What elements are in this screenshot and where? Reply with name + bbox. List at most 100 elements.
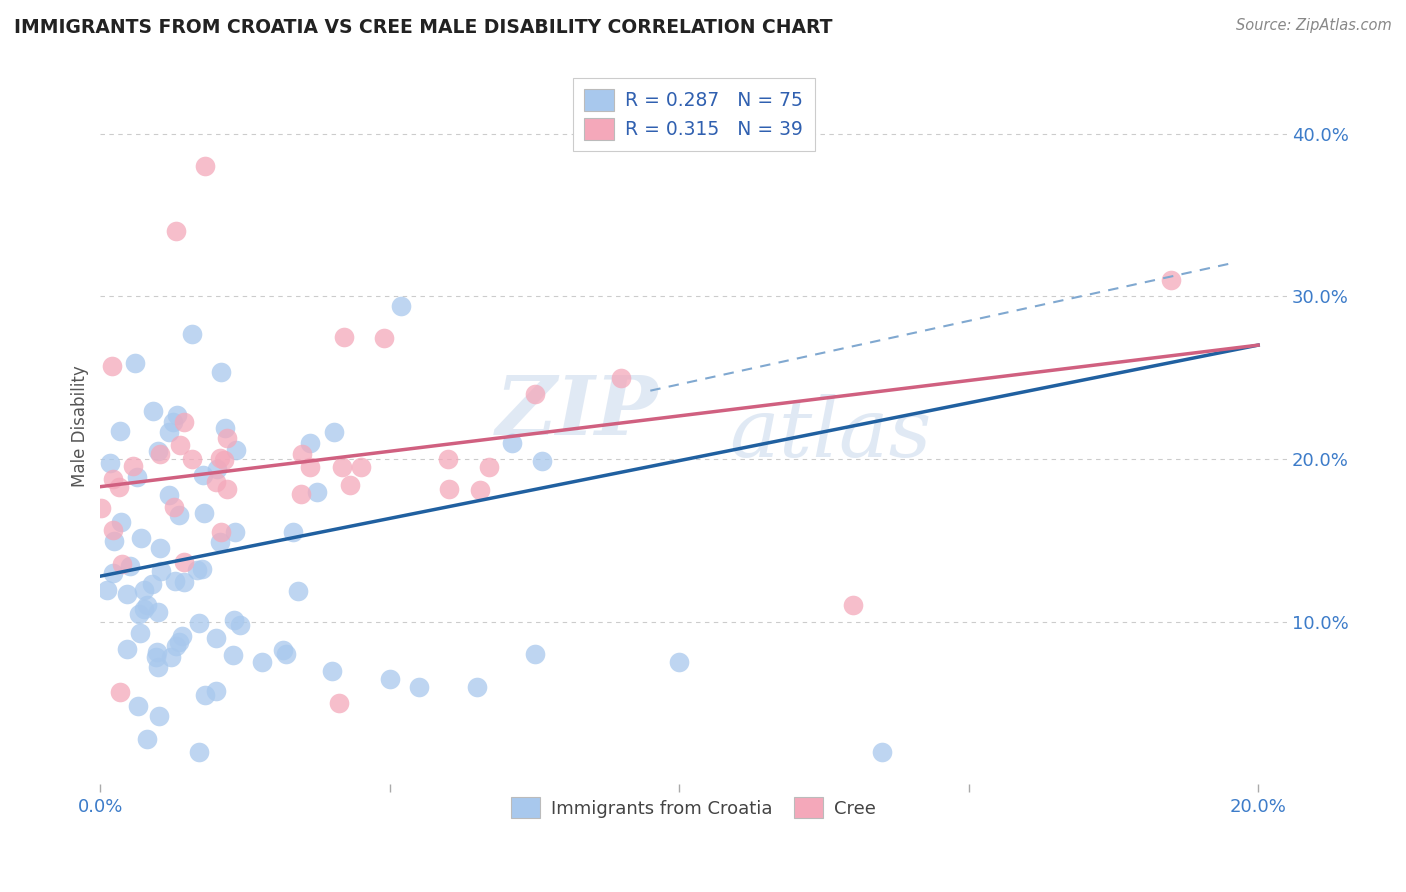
Point — [173, 575, 195, 590]
Point — [103, 472, 125, 486]
Point — [290, 487, 312, 501]
Point — [668, 656, 690, 670]
Point — [103, 533, 125, 548]
Point — [287, 584, 309, 599]
Point — [291, 447, 314, 461]
Text: ZIP: ZIP — [495, 372, 658, 452]
Point — [149, 447, 172, 461]
Point — [166, 408, 188, 422]
Point — [162, 415, 184, 429]
Point — [252, 656, 274, 670]
Point — [501, 436, 523, 450]
Point — [146, 444, 169, 458]
Point — [132, 583, 155, 598]
Point — [322, 425, 344, 439]
Point — [307, 484, 329, 499]
Point — [333, 330, 356, 344]
Point — [470, 483, 492, 497]
Point — [160, 650, 183, 665]
Point — [157, 488, 180, 502]
Point — [215, 482, 238, 496]
Point — [169, 438, 191, 452]
Point — [205, 631, 228, 645]
Point — [180, 452, 202, 467]
Point — [127, 699, 149, 714]
Point — [122, 459, 145, 474]
Point — [530, 453, 553, 467]
Point — [169, 508, 191, 523]
Point — [186, 563, 208, 577]
Point — [842, 599, 865, 613]
Point — [165, 639, 187, 653]
Point — [120, 558, 142, 573]
Point — [181, 326, 204, 341]
Point — [148, 708, 170, 723]
Point — [205, 475, 228, 489]
Point — [212, 453, 235, 467]
Point — [136, 598, 159, 612]
Point — [110, 425, 132, 439]
Point — [101, 523, 124, 537]
Legend: Immigrants from Croatia, Cree: Immigrants from Croatia, Cree — [505, 790, 883, 825]
Y-axis label: Male Disability: Male Disability — [72, 366, 89, 487]
Point — [1160, 273, 1182, 287]
Point — [222, 648, 245, 662]
Point — [90, 501, 112, 516]
Point — [169, 635, 191, 649]
Point — [222, 614, 245, 628]
Point — [141, 576, 163, 591]
Point — [188, 616, 211, 631]
Point — [110, 515, 132, 529]
Point — [465, 680, 488, 694]
Point — [274, 647, 297, 661]
Point — [328, 696, 350, 710]
Text: atlas: atlas — [730, 393, 932, 474]
Point — [129, 626, 152, 640]
Point — [191, 562, 214, 576]
Point — [523, 647, 546, 661]
Point — [142, 404, 165, 418]
Point — [298, 460, 321, 475]
Point — [110, 685, 132, 699]
Point — [209, 365, 232, 379]
Point — [129, 531, 152, 545]
Text: Source: ZipAtlas.com: Source: ZipAtlas.com — [1236, 18, 1392, 33]
Point — [373, 331, 395, 345]
Text: IMMIGRANTS FROM CROATIA VS CREE MALE DISABILITY CORRELATION CHART: IMMIGRANTS FROM CROATIA VS CREE MALE DIS… — [14, 18, 832, 37]
Point — [271, 643, 294, 657]
Point — [339, 478, 361, 492]
Point — [124, 356, 146, 370]
Point — [215, 432, 238, 446]
Point — [225, 443, 247, 458]
Point — [281, 524, 304, 539]
Point — [478, 459, 501, 474]
Point — [191, 468, 214, 483]
Point — [157, 425, 180, 439]
Point — [111, 557, 134, 571]
Point — [523, 387, 546, 401]
Point — [100, 456, 122, 470]
Point — [149, 541, 172, 555]
Point — [187, 745, 209, 759]
Point — [149, 564, 172, 578]
Point — [224, 524, 246, 539]
Point — [135, 731, 157, 746]
Point — [610, 370, 633, 384]
Point — [209, 525, 232, 540]
Point — [204, 684, 226, 698]
Point — [408, 680, 430, 694]
Point — [128, 607, 150, 621]
Point — [870, 745, 893, 759]
Point — [146, 660, 169, 674]
Point — [163, 574, 186, 588]
Point — [165, 224, 187, 238]
Point — [208, 535, 231, 549]
Point — [436, 452, 458, 467]
Point — [134, 601, 156, 615]
Point — [101, 359, 124, 374]
Point — [437, 482, 460, 496]
Point — [229, 618, 252, 632]
Point — [115, 587, 138, 601]
Point — [125, 470, 148, 484]
Point — [208, 450, 231, 465]
